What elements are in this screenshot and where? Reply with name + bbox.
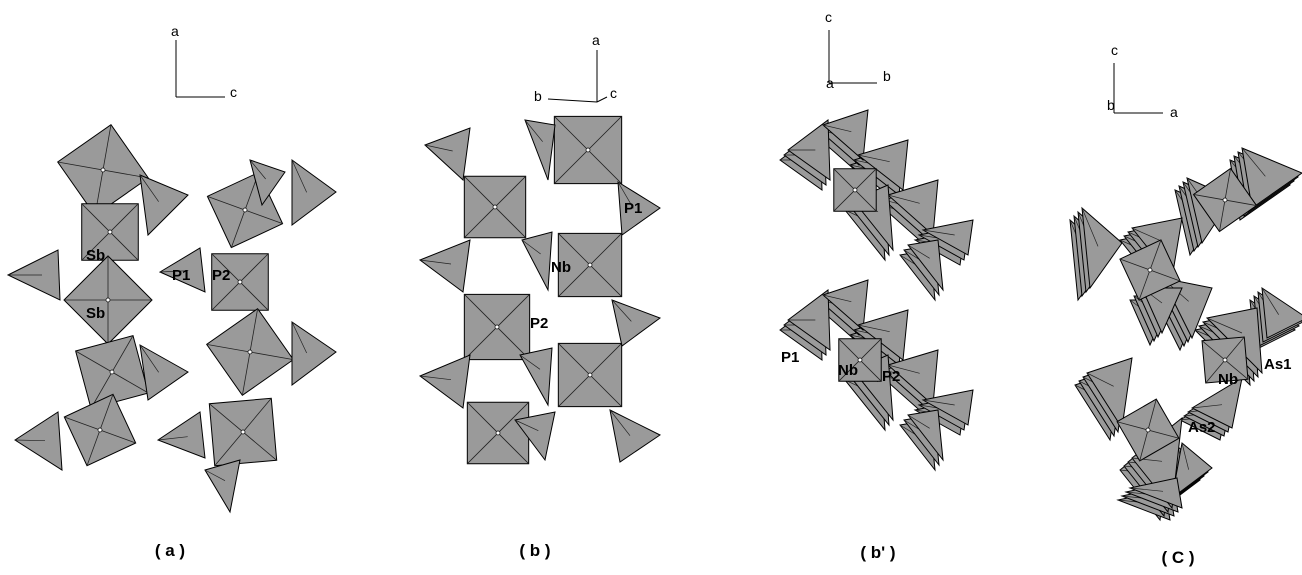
atom-label: Sb xyxy=(86,305,105,322)
atom-site xyxy=(106,298,110,302)
tetrahedron xyxy=(15,412,62,470)
axes-b: a b c xyxy=(534,32,617,104)
atom-label: P1 xyxy=(624,200,642,217)
axis-label: b xyxy=(534,88,542,104)
atom-site xyxy=(1146,428,1150,432)
atom-site xyxy=(110,370,114,374)
atom-site xyxy=(241,430,245,434)
atom-site xyxy=(586,148,590,152)
tetrahedron xyxy=(425,128,470,180)
tetrahedron xyxy=(610,410,660,462)
atom-site xyxy=(1223,358,1227,362)
tetrahedron xyxy=(525,120,555,180)
axis-label: a xyxy=(826,75,834,91)
caption: ( C ) xyxy=(1161,548,1194,567)
axes-a: a c xyxy=(171,23,237,100)
atom-label: As1 xyxy=(1264,356,1292,373)
atom-site xyxy=(588,373,592,377)
atom-site xyxy=(1223,198,1227,202)
tetrahedron xyxy=(140,175,188,235)
axis-label: c xyxy=(825,9,832,25)
axis-line xyxy=(597,97,607,102)
atom-site xyxy=(238,280,242,284)
atom-site xyxy=(588,263,592,267)
axis-label: c xyxy=(610,85,617,101)
atom-site xyxy=(853,188,857,192)
figure: a c a b c c a b c b a Sb Sb P1 P2 P1 Nb … xyxy=(0,0,1302,575)
atom-site xyxy=(98,428,102,432)
atom-label: P2 xyxy=(212,267,230,284)
atom-label: Sb xyxy=(86,247,105,264)
atom-label: P1 xyxy=(172,267,190,284)
tetrahedron xyxy=(1262,288,1302,338)
atom-site xyxy=(243,208,247,212)
atom-label: P2 xyxy=(530,315,548,332)
atom-label: Nb xyxy=(838,362,858,379)
axes-bp: c a b xyxy=(825,9,891,91)
tetrahedron xyxy=(292,160,336,225)
tetrahedron xyxy=(292,322,336,385)
atom-site xyxy=(108,230,112,234)
axis-label: a xyxy=(592,32,600,48)
axis-label: b xyxy=(1107,97,1115,113)
atom-site xyxy=(248,350,252,354)
tetrahedron xyxy=(420,355,470,408)
tetrahedron xyxy=(158,412,205,458)
axis-label: b xyxy=(883,68,891,84)
axes-c: c b a xyxy=(1107,42,1178,120)
atom-site xyxy=(858,358,862,362)
axis-label: a xyxy=(1170,104,1178,120)
atom-site xyxy=(496,431,500,435)
axis-label: c xyxy=(1111,42,1118,58)
atom-site xyxy=(101,168,105,172)
caption: ( b ) xyxy=(519,541,550,560)
tetrahedron xyxy=(420,240,470,292)
axis-line xyxy=(548,99,597,102)
caption: ( b' ) xyxy=(860,543,895,562)
axis-label: c xyxy=(230,84,237,100)
tetrahedron xyxy=(612,300,660,346)
atom-label: P2 xyxy=(882,368,900,385)
tetrahedron xyxy=(140,345,188,400)
atom-label: Nb xyxy=(551,259,571,276)
tetrahedron xyxy=(205,460,240,512)
atom-label: Nb xyxy=(1218,371,1238,388)
atom-site xyxy=(1148,268,1152,272)
polyhedra xyxy=(8,110,1302,520)
atom-site xyxy=(493,205,497,209)
tetrahedron xyxy=(522,232,552,290)
atom-site xyxy=(495,325,499,329)
atom-label: As2 xyxy=(1188,419,1216,436)
atom-label: P1 xyxy=(781,349,799,366)
tetrahedron xyxy=(520,348,552,405)
axis-label: a xyxy=(171,23,179,39)
caption: ( a ) xyxy=(155,541,185,560)
